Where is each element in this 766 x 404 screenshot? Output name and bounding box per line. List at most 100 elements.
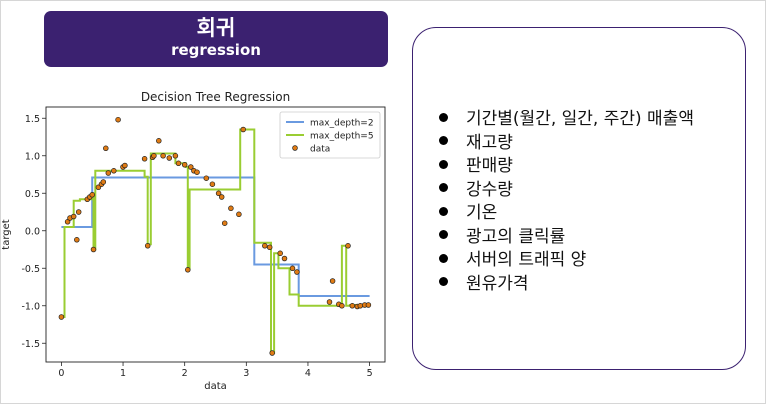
x-tick-label: 4 xyxy=(305,368,311,379)
data-point xyxy=(339,303,345,309)
data-point xyxy=(215,190,222,197)
data-point xyxy=(156,138,162,144)
y-tick-label: -0.5 xyxy=(21,264,40,275)
legend-label: max_depth=2 xyxy=(310,119,374,129)
feature-label: 서버의 트래픽 양 xyxy=(466,250,587,270)
y-tick-label: 1.0 xyxy=(25,151,40,162)
x-tick-label: 1 xyxy=(120,368,126,379)
data-point xyxy=(349,303,356,309)
data-point xyxy=(103,145,109,152)
feature-label: 강수량 xyxy=(466,179,513,200)
data-point xyxy=(172,153,179,159)
y-axis-label: target xyxy=(1,219,12,249)
data-point xyxy=(141,156,148,162)
x-tick-label: 5 xyxy=(367,368,373,379)
data-point xyxy=(329,278,336,284)
data-point xyxy=(175,160,182,167)
feature-item: 원유가격 xyxy=(439,273,694,297)
data-point xyxy=(218,194,225,200)
chart-title: Decision Tree Regression xyxy=(141,90,290,104)
feature-item: 기온 xyxy=(439,202,694,226)
feature-item: 기간별(월간, 일간, 주간) 매출액 xyxy=(439,108,694,132)
data-point xyxy=(345,243,351,249)
data-point xyxy=(203,175,210,181)
data-point xyxy=(64,219,71,225)
data-point xyxy=(181,162,188,168)
data-point xyxy=(221,220,228,226)
data-point xyxy=(105,170,112,176)
feature-item: 강수량 xyxy=(439,179,694,203)
feature-item: 서버의 트래픽 양 xyxy=(439,249,694,273)
data-point xyxy=(74,237,80,243)
feature-label: 원유가격 xyxy=(466,273,529,294)
y-tick-label: 0.0 xyxy=(25,226,40,237)
y-tick-label: -1.5 xyxy=(21,339,40,350)
feature-label: 기온 xyxy=(466,203,498,223)
data-point xyxy=(266,244,273,251)
bullet-icon xyxy=(439,253,448,263)
title-banner: 회귀 regression xyxy=(44,11,388,67)
feature-label: 재고량 xyxy=(466,132,513,153)
bullet-icon xyxy=(439,183,448,192)
decision-tree-chart: Decision Tree Regression 0 1 2 3 4 5 -1.5 -1.0 -0… xyxy=(0,84,400,394)
data-point xyxy=(90,246,97,253)
data-point xyxy=(277,250,283,257)
data-point xyxy=(240,126,246,133)
x-tick-label: 3 xyxy=(243,368,249,379)
feature-label: 광고의 클릭률 xyxy=(466,226,566,247)
title-korean: 회귀 xyxy=(196,16,236,40)
data-point xyxy=(111,168,117,174)
x-axis-label: data xyxy=(204,381,227,392)
bullet-icon xyxy=(439,230,448,239)
legend-box xyxy=(279,111,381,159)
chart-svg: Decision Tree Regression 0 1 2 3 4 5 -1.5 -1.0 -0… xyxy=(1,90,386,392)
data-point xyxy=(188,164,194,170)
title-english: regression xyxy=(171,41,261,59)
series-line-depth2 xyxy=(61,176,370,297)
data-point xyxy=(236,211,242,218)
data-point xyxy=(194,169,200,175)
feature-item: 판매량 xyxy=(439,155,694,179)
bullet-icon xyxy=(439,112,448,122)
legend-label: max_depth=5 xyxy=(310,132,374,142)
data-point xyxy=(122,162,128,169)
data-point xyxy=(326,299,333,305)
x-tick-label: 2 xyxy=(182,368,188,379)
feature-item: 광고의 클릭률 xyxy=(439,226,694,250)
bullet-icon xyxy=(439,277,448,286)
legend-label: data xyxy=(310,145,330,155)
data-point xyxy=(151,153,157,159)
bullet-icon xyxy=(439,206,448,216)
series-line-depth5 xyxy=(61,128,370,354)
data-point xyxy=(70,213,77,220)
data-point xyxy=(262,243,268,249)
data-point xyxy=(269,350,275,356)
data-point xyxy=(209,181,216,187)
data-point xyxy=(75,209,82,215)
data-point xyxy=(281,255,288,262)
y-tick-label: -1.0 xyxy=(21,301,40,312)
data-point xyxy=(289,265,296,272)
data-point xyxy=(294,269,300,275)
feature-item: 재고량 xyxy=(439,132,694,156)
feature-label: 판매량 xyxy=(466,156,513,176)
data-point xyxy=(365,302,372,308)
data-point xyxy=(89,192,95,198)
data-point xyxy=(160,153,166,159)
plot-area xyxy=(45,106,386,363)
data-point xyxy=(100,179,107,185)
legend-swatch xyxy=(292,145,298,151)
bullet-icon xyxy=(439,159,448,169)
feature-label: 기간별(월간, 일간, 주간) 매출액 xyxy=(466,109,694,129)
data-point xyxy=(357,303,364,309)
x-tick-label: 0 xyxy=(58,368,64,379)
data-point xyxy=(115,116,121,123)
y-tick-label: 1.5 xyxy=(25,114,40,125)
y-tick-label: 0.5 xyxy=(25,189,40,200)
data-point xyxy=(58,314,65,320)
data-point xyxy=(166,155,173,161)
data-point xyxy=(228,205,234,212)
bullet-icon xyxy=(439,136,448,145)
